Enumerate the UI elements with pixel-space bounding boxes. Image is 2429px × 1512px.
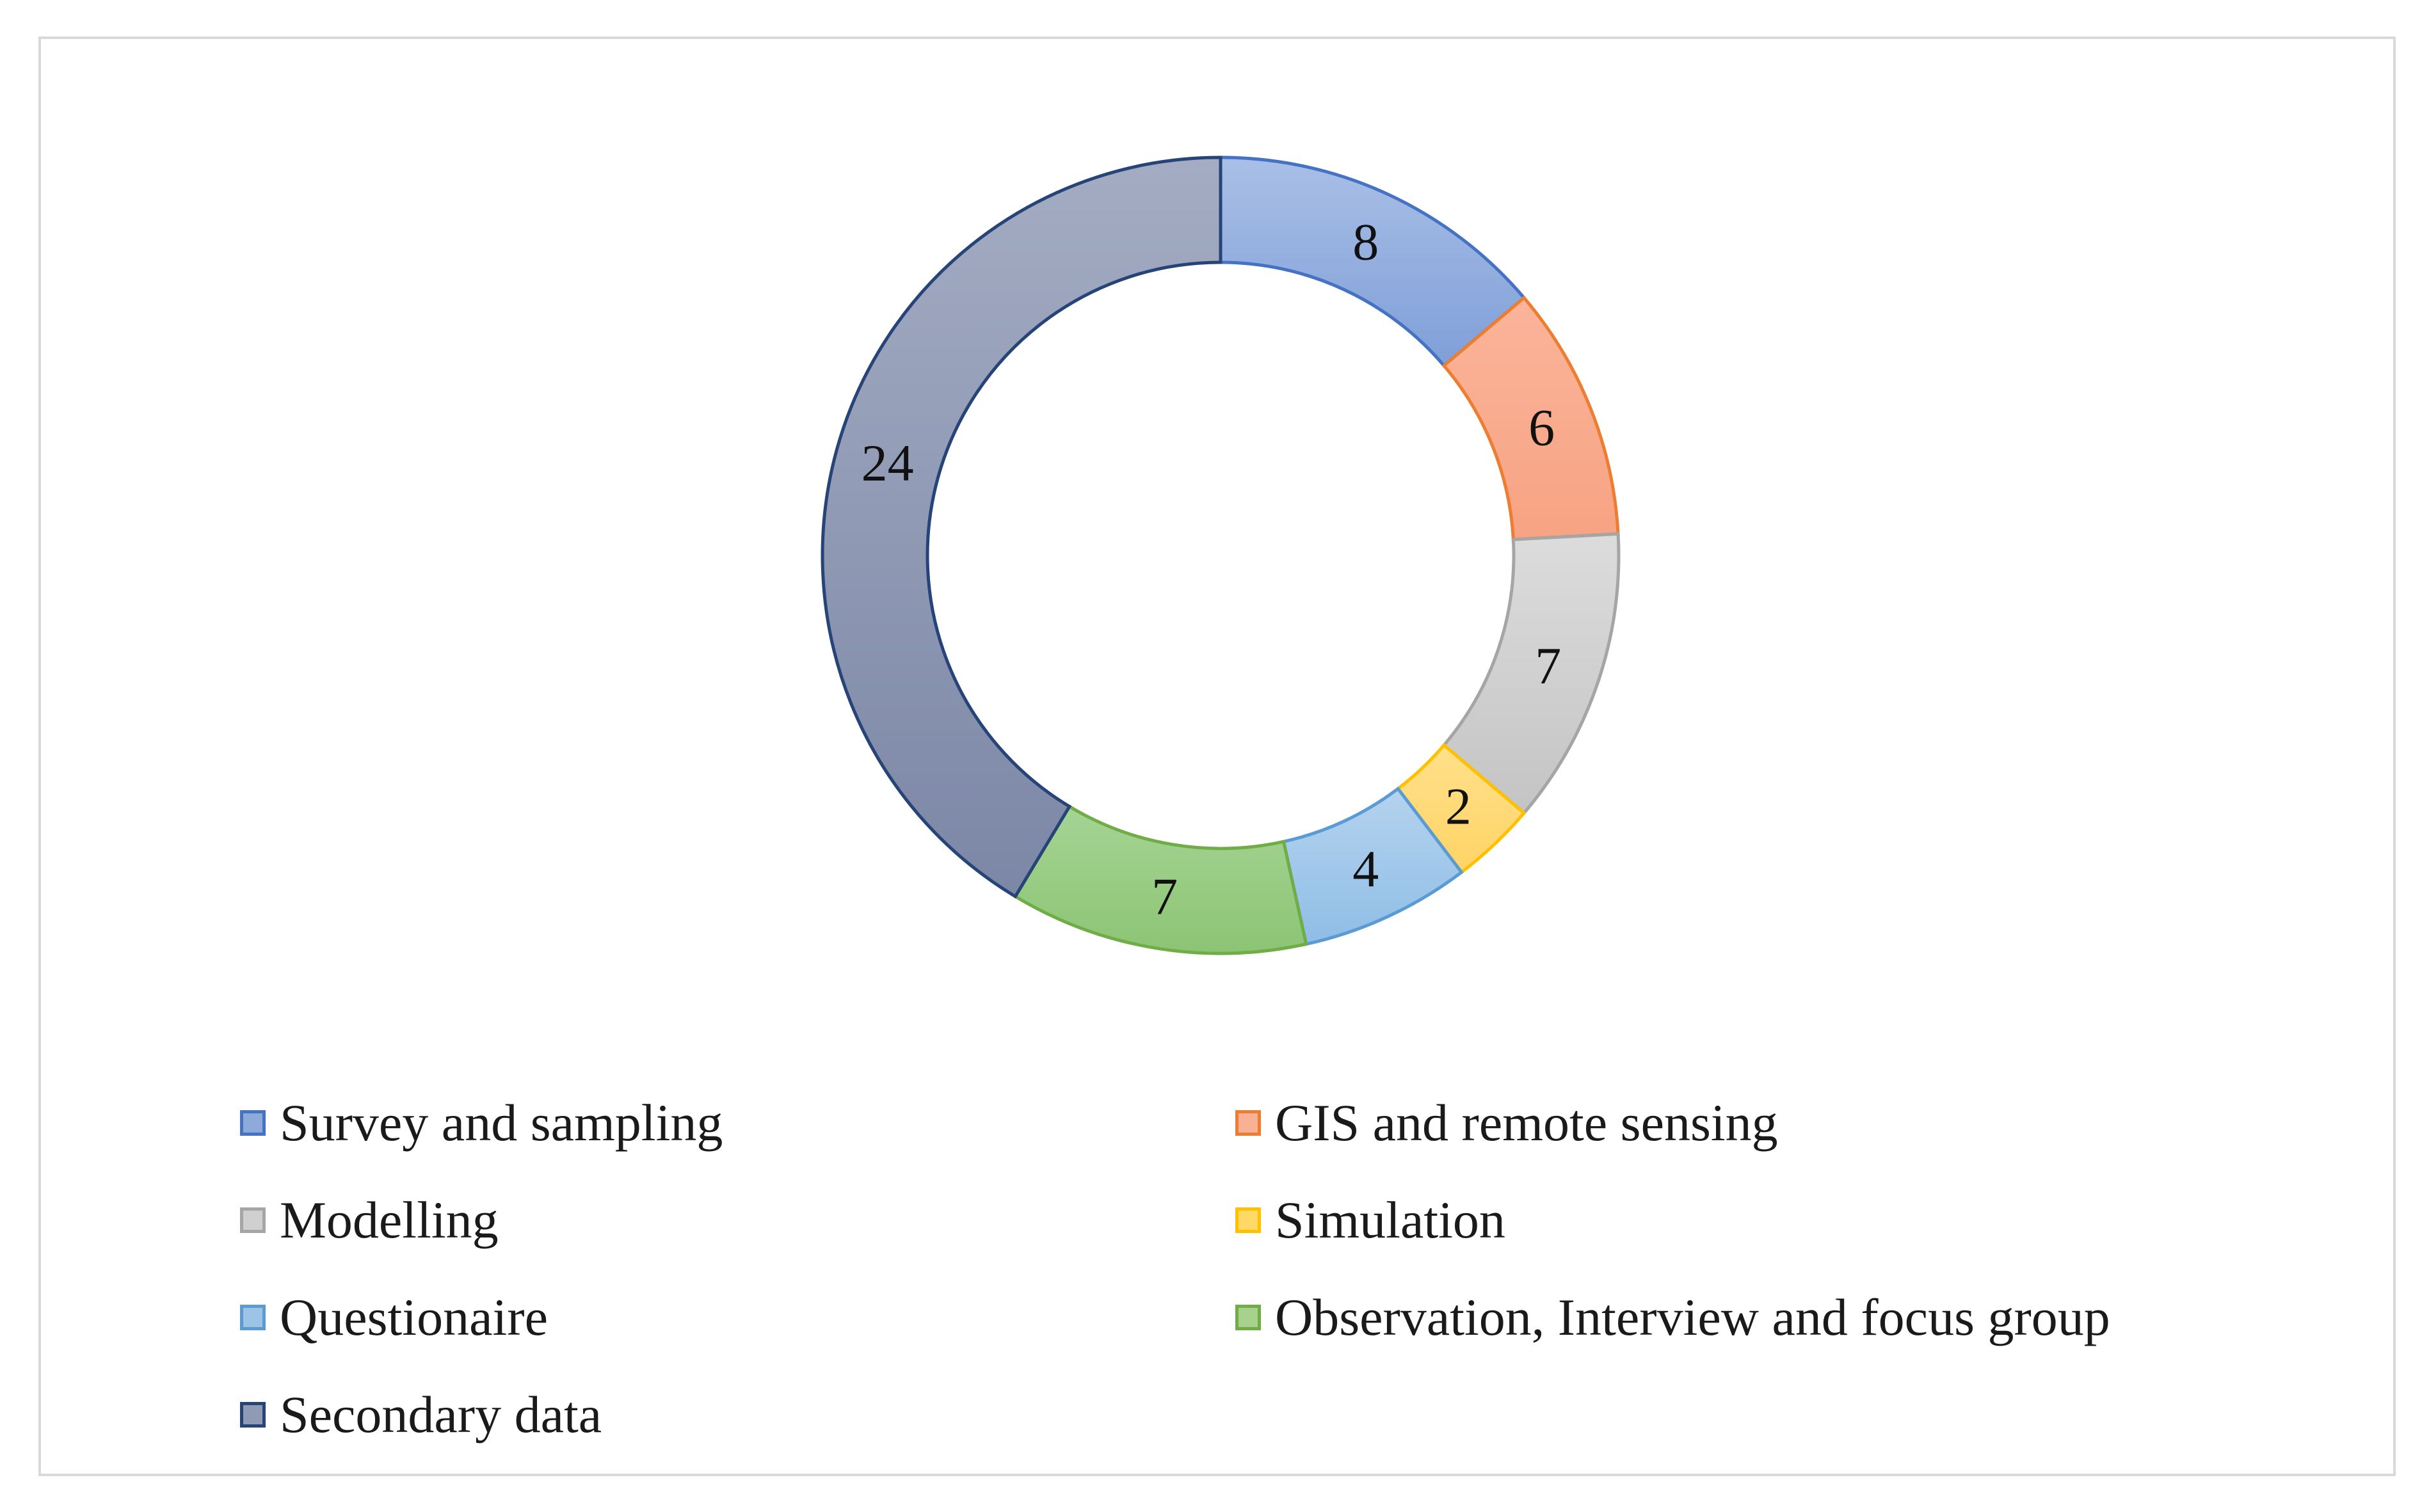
legend-item-secondary: Secondary data [240, 1380, 602, 1450]
legend-swatch-questionaire [240, 1305, 266, 1330]
legend-item-survey: Survey and sampling [240, 1088, 723, 1158]
legend-item-modelling: Modelling [240, 1185, 499, 1255]
legend-swatch-gis [1235, 1110, 1261, 1136]
legend-label: Simulation [1275, 1191, 1505, 1249]
data-label: 2 [1445, 777, 1471, 836]
legend-label: GIS and remote sensing [1275, 1094, 1778, 1152]
legend-label: Observation, Interview and focus group [1275, 1288, 2110, 1346]
legend-swatch-survey [240, 1110, 266, 1136]
data-label: 6 [1528, 399, 1555, 457]
legend-item-gis: GIS and remote sensing [1235, 1088, 1778, 1158]
legend-item-simulation: Simulation [1235, 1185, 1505, 1255]
donut-slice-secondary-data [821, 155, 1223, 899]
legend-label: Questionaire [280, 1288, 548, 1346]
legend-label: Secondary data [280, 1385, 602, 1444]
legend-item-observation: Observation, Interview and focus group [1235, 1282, 2110, 1353]
legend-swatch-secondary [240, 1402, 266, 1428]
chart-frame [38, 36, 2396, 1476]
legend-item-questionaire: Questionaire [240, 1282, 548, 1353]
legend-label: Survey and sampling [280, 1094, 723, 1152]
data-label: 8 [1352, 212, 1379, 271]
legend-label: Modelling [280, 1191, 499, 1249]
legend-swatch-simulation [1235, 1207, 1261, 1233]
legend-swatch-observation [1235, 1305, 1261, 1330]
data-label: 7 [1535, 637, 1561, 695]
data-label: 7 [1151, 867, 1178, 925]
data-label: 24 [862, 434, 914, 492]
legend-swatch-modelling [240, 1207, 266, 1233]
data-label: 4 [1352, 840, 1379, 898]
